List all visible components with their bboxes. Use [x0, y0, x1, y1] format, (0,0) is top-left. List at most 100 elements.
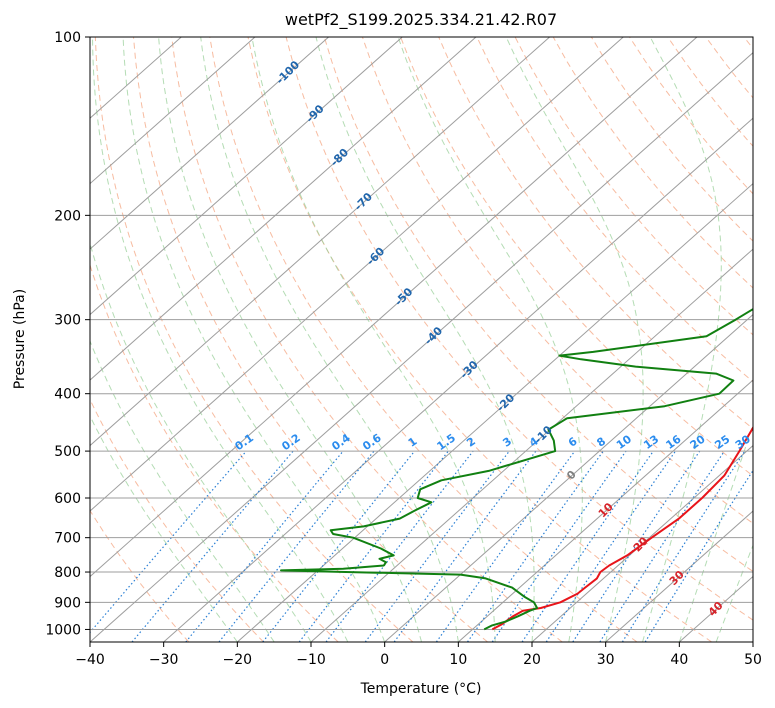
mixing-ratio-line-25: [599, 450, 725, 642]
y-tick-label: 200: [54, 208, 81, 224]
mixing-ratio-line-36: [644, 469, 753, 642]
dry-adiabat: [90, 509, 190, 642]
mixing-ratio-label-1: 1: [406, 435, 420, 450]
isotherm--70: [90, 37, 550, 447]
x-tick-label: −20: [223, 652, 253, 668]
mixing-ratio-line-0.4: [185, 450, 344, 642]
x-tick-label: −40: [75, 652, 105, 668]
y-tick-label: 900: [54, 595, 81, 611]
x-tick-label: 40: [670, 652, 688, 668]
mixing-ratio-line-0.6: [218, 450, 375, 642]
x-tick-label: −30: [149, 652, 179, 668]
mixing-ratio-line-3: [364, 450, 510, 642]
isotherm--110: [90, 37, 256, 185]
mixing-ratio-line-0.1: [90, 450, 247, 634]
moist-adiabat: [200, 37, 459, 642]
plot-frame: [89, 36, 754, 643]
mixing-ratio-line-4: [393, 450, 537, 642]
dry-adiabat: [476, 37, 753, 383]
moist-adiabat: [122, 37, 386, 642]
mixing-ratio-label-36: 36: [754, 432, 774, 452]
moist-adiabat: [642, 37, 722, 642]
dry-adiabat: [285, 37, 753, 621]
isotherm--80: [90, 37, 477, 381]
dry-adiabat: [171, 37, 563, 642]
sounding-traces: [280, 307, 753, 631]
moist-adiabat: [90, 414, 238, 642]
moist-adiabat: [315, 37, 535, 642]
isotherm-30: [605, 510, 753, 642]
y-axis-label: Pressure (hPa): [12, 289, 28, 389]
dry-adiabat: [552, 37, 753, 289]
dry-adiabat: [438, 37, 753, 430]
mixing-ratio-labels: 0.1 0.2 0.4 0.6 1 1.5 2 3 4 6 8 10 13 16 20 25 30 36: [233, 431, 774, 453]
mixing-ratio-label-1.5: 1.5: [435, 431, 458, 453]
mixing-ratio-label-8: 8: [594, 435, 608, 450]
moist-adiabat: [505, 37, 644, 642]
moist-adiabat: [715, 544, 753, 642]
isotherm-0: [384, 313, 753, 642]
isotherms: [90, 37, 753, 642]
mixing-ratio-line-20: [572, 450, 701, 642]
chart-title: wetPf2_S199.2025.334.21.42.R07: [285, 10, 557, 30]
y-tick-label: 700: [54, 531, 81, 547]
mixing-ratio-line-30: [621, 450, 746, 642]
moist-adiabats: [90, 37, 753, 642]
mixing-ratio-line-13: [521, 450, 654, 642]
mixing-ratio-line-2: [325, 450, 474, 642]
mixing-ratio-line-16: [545, 450, 676, 642]
x-tick-label: 10: [449, 652, 467, 668]
mixing-ratio-label-30: 30: [733, 432, 753, 452]
isotherm-50: [752, 641, 753, 642]
y-tick-label: 1000: [45, 622, 81, 638]
isotherm-10: [458, 379, 753, 642]
dry-adiabat: [743, 37, 753, 50]
dry-adiabat: [514, 37, 753, 336]
isobars: [90, 37, 753, 630]
mixing-ratio-line-8: [467, 450, 604, 642]
mixing-ratio-label-0.1: 0.1: [233, 431, 256, 453]
moist-adiabat: [90, 241, 312, 642]
dry-adiabat: [323, 37, 753, 573]
isotherm--50: [90, 37, 698, 578]
isotherm-40: [679, 575, 753, 642]
isotherm--100: [90, 37, 329, 250]
temperature-trace: [491, 425, 753, 631]
mixing-ratio-line-10: [491, 450, 627, 642]
isotherm--10: [310, 248, 753, 642]
mixing-ratio-label-25: 25: [712, 433, 732, 452]
x-tick-label: 20: [523, 652, 541, 668]
y-tick-label: 300: [54, 313, 81, 329]
moist-adiabat: [678, 423, 753, 642]
dry-adiabat: [209, 37, 638, 642]
dry-adiabat: [133, 37, 488, 642]
y-tick-label: 500: [54, 444, 81, 460]
moist-adiabat: [158, 37, 422, 642]
y-tick-label: 400: [54, 387, 81, 403]
dry-adiabat: [90, 263, 339, 642]
isotherm--60: [90, 37, 624, 512]
y-axis-ticks: 100 200 300 400 500 600 700 800 900 1000: [45, 30, 90, 638]
mixing-ratio-label-0.2: 0.2: [279, 431, 302, 453]
x-axis-label: Temperature (°C): [360, 681, 482, 697]
moist-adiabat: [251, 37, 496, 642]
mixing-ratio-label-13: 13: [641, 433, 661, 452]
x-tick-label: −10: [296, 652, 326, 668]
x-tick-label: 30: [597, 652, 615, 668]
x-tick-label: 0: [380, 652, 389, 668]
isotherm-label--100: -100: [274, 58, 303, 87]
mixing-ratio-line-6: [435, 450, 576, 642]
dewpoint-trace: [280, 307, 753, 631]
y-tick-label: 600: [54, 491, 81, 507]
isotherm--30: [163, 117, 753, 642]
dry-adiabat: [94, 37, 414, 642]
isotherm--20: [237, 182, 753, 642]
moist-adiabat: [92, 37, 349, 642]
y-tick-label: 800: [54, 565, 81, 581]
moist-adiabat: [397, 37, 583, 642]
mixing-ratio-label-0.4: 0.4: [329, 431, 353, 453]
isotherm--40: [90, 51, 753, 642]
dry-adiabat: [400, 37, 753, 477]
x-tick-label: 50: [744, 652, 762, 668]
